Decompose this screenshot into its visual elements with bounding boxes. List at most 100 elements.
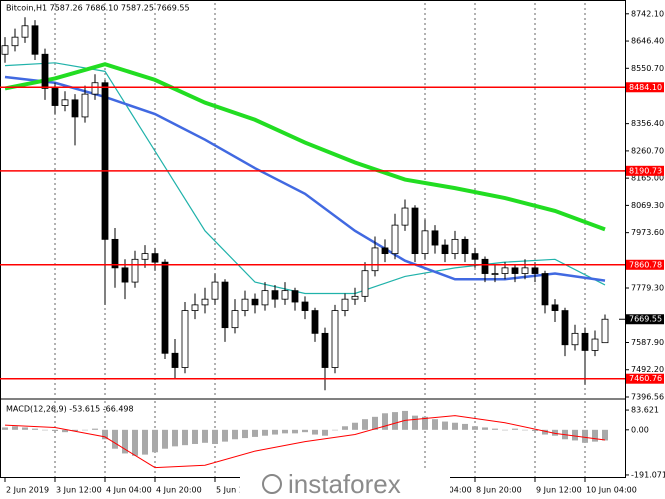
candle-body <box>261 290 269 306</box>
candle-body <box>421 230 429 255</box>
macd-bar <box>132 429 138 456</box>
macd-bar <box>332 429 338 431</box>
y-tick-label: 0.00 <box>631 425 649 434</box>
candle-body <box>441 244 449 255</box>
candle-body <box>571 332 579 346</box>
y-tick-label: 8550.70 <box>631 64 664 73</box>
macd-bar <box>2 427 8 430</box>
level-label-bg <box>626 165 664 176</box>
level-label-bg <box>626 82 664 93</box>
candle-body <box>291 290 299 303</box>
macd-bar <box>272 429 278 435</box>
moving-average <box>4 62 606 295</box>
y-tick-label: -191.071 <box>631 470 665 479</box>
y-tick-label: 83.621 <box>631 406 659 415</box>
y-tick-label: 7492.20 <box>631 365 664 374</box>
moving-average <box>4 62 606 232</box>
candle-body <box>211 281 219 300</box>
macd-bar <box>212 429 218 444</box>
macd-bar <box>432 419 438 430</box>
macd-bar <box>342 426 348 430</box>
macd-bar <box>532 429 538 431</box>
candle-body <box>51 88 59 106</box>
x-tick-label: 9 Jun 12:00 <box>536 486 582 495</box>
candle-body <box>331 310 339 368</box>
macd-bar <box>172 429 178 447</box>
macd-bar <box>162 429 168 449</box>
candle-body <box>201 298 209 306</box>
y-tick-label: 7587.90 <box>631 338 664 347</box>
candle-body <box>81 93 89 118</box>
watermark-logo: instaforex <box>240 469 450 499</box>
macd-bar <box>312 429 318 435</box>
macd-bar <box>82 429 88 431</box>
candle-body <box>321 332 329 368</box>
candle-body <box>281 290 289 300</box>
x-tick-label: 8 Jun 20:00 <box>476 486 522 495</box>
x-tick-label: 10 Jun 04:00 <box>586 486 637 495</box>
macd-bar <box>202 429 208 443</box>
macd-bar <box>492 428 498 430</box>
macd-bar <box>92 428 98 430</box>
macd-bar <box>42 429 48 431</box>
y-tick-label: 8165.00 <box>631 174 664 183</box>
macd-title: MACD(12,26,9) -53.615 -66.498 <box>6 405 134 414</box>
candle-body <box>561 310 569 346</box>
macd-bar <box>282 429 288 434</box>
candle-body <box>481 258 489 274</box>
candle-body <box>411 207 419 255</box>
macd-bar <box>72 429 78 431</box>
macd-bar <box>122 429 128 454</box>
macd-bar <box>242 429 248 439</box>
candle-body <box>171 352 179 368</box>
macd-bar <box>482 427 488 430</box>
candle-body <box>181 310 189 368</box>
level-label: 8484.10 <box>629 83 662 92</box>
candle-body <box>451 238 459 255</box>
candle-body <box>161 261 169 354</box>
level-label-bg <box>626 373 664 384</box>
candle-body <box>1 45 9 55</box>
y-tick-label: 8260.70 <box>631 146 664 155</box>
macd-bar <box>302 429 308 433</box>
x-tick-label: 4 Jun 04:00 <box>106 486 152 495</box>
candle-body <box>11 36 19 47</box>
macd-bar <box>442 421 448 430</box>
y-tick-label: 8069.30 <box>631 201 664 210</box>
candle-body <box>391 224 399 255</box>
macd-bar <box>512 428 518 430</box>
candle-body <box>231 310 239 329</box>
candle-body <box>41 53 49 89</box>
macd-bar <box>542 429 548 435</box>
candle-body <box>541 273 549 306</box>
macd-bar <box>382 413 388 430</box>
macd-bar <box>252 429 258 437</box>
x-tick-label: 5 Jun 12:00 <box>216 486 262 495</box>
candle-body <box>251 298 259 306</box>
candle-body <box>431 230 439 246</box>
macd-bar <box>32 428 38 430</box>
macd-bar <box>22 427 28 430</box>
macd-bar <box>292 429 298 434</box>
candle-body <box>311 310 319 334</box>
candle-body <box>241 298 249 311</box>
macd-bar <box>412 415 418 430</box>
macd-bar <box>552 429 558 436</box>
macd-bar <box>472 426 478 430</box>
watermark-icon <box>262 474 282 494</box>
y-tick-label: 8742.10 <box>631 9 664 18</box>
level-label: 8190.73 <box>629 166 662 175</box>
macd-bar <box>462 423 468 430</box>
macd-bar <box>592 429 598 442</box>
candle-body <box>581 332 589 351</box>
macd-bar <box>262 429 268 436</box>
candle-body <box>471 253 479 260</box>
candle-body <box>531 267 539 274</box>
y-tick-label: 7779.30 <box>631 283 664 292</box>
y-tick-label: 8646.40 <box>631 37 664 46</box>
macd-bar <box>182 429 188 446</box>
candle-body <box>21 25 29 38</box>
candle-body <box>301 301 309 311</box>
candle-body <box>271 290 279 300</box>
